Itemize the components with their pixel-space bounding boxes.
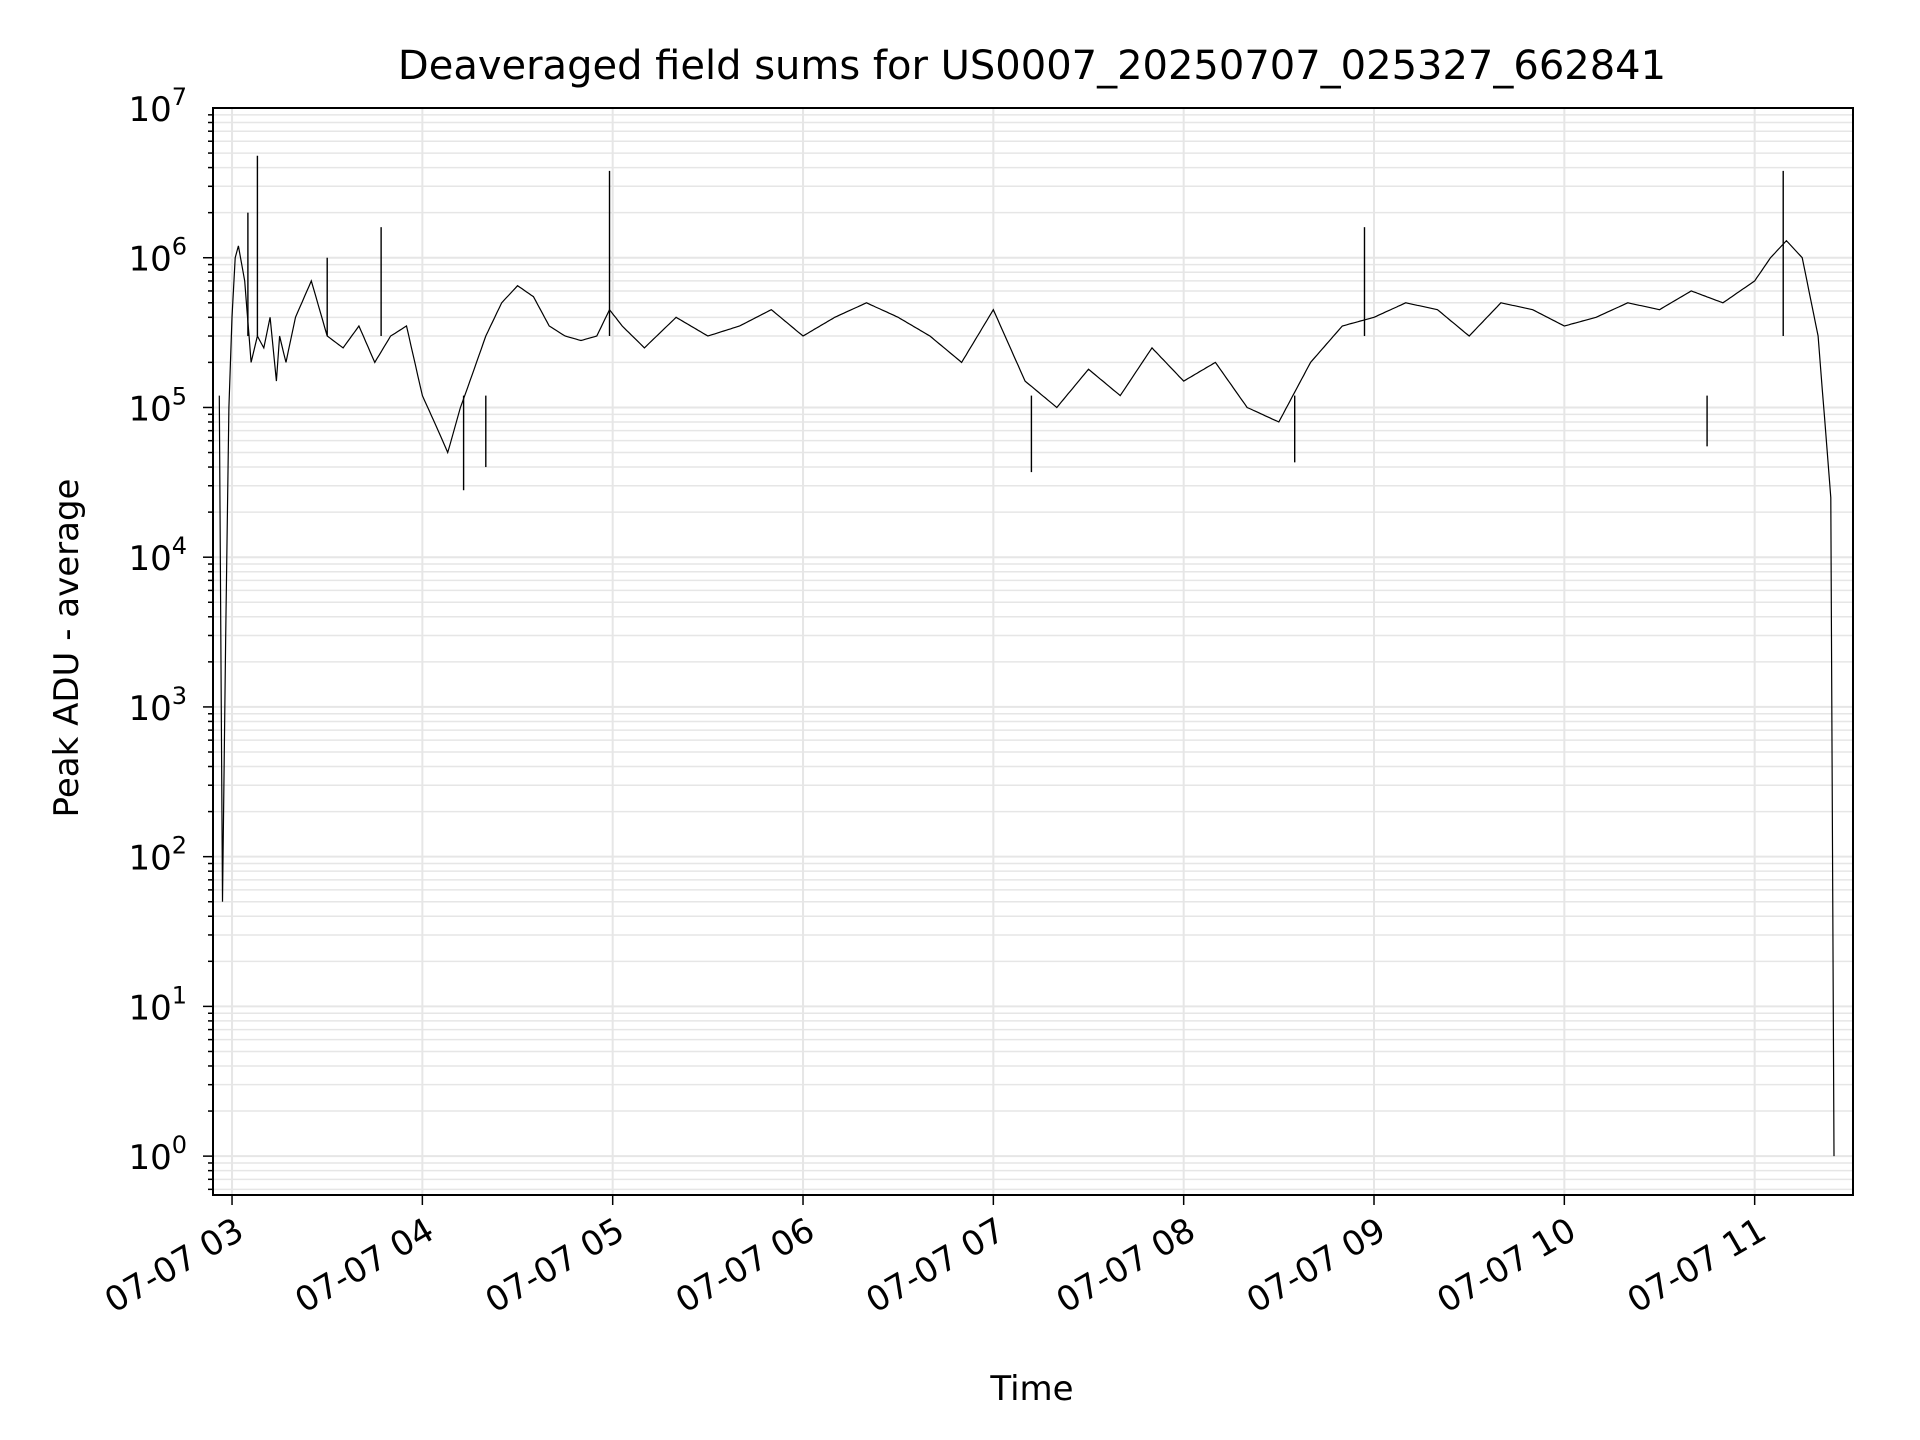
y-tick-exponent: 0 [172, 1131, 187, 1159]
series-layer [218, 155, 1835, 1157]
x-tick-label: 07-07 03 [98, 1210, 250, 1321]
y-tick-base: 10 [128, 1138, 171, 1178]
y-tick-label: 105 [128, 382, 187, 429]
y-tick-exponent: 4 [172, 532, 187, 560]
chart-title: Deaveraged field sums for US0007_2025070… [398, 43, 1666, 89]
y-tick-exponent: 2 [172, 832, 187, 860]
y-tick-label: 103 [128, 682, 187, 729]
y-tick-exponent: 1 [172, 981, 187, 1009]
y-tick-base: 10 [128, 539, 171, 579]
y-tick-label: 106 [128, 233, 187, 280]
y-tick-base: 10 [128, 839, 171, 879]
y-axis-label: Peak ADU - average [47, 479, 87, 818]
x-tick-label: 07-07 05 [479, 1210, 631, 1321]
x-axis-label: Time [989, 1369, 1073, 1409]
y-tick-label: 107 [128, 83, 187, 130]
y-tick-label: 101 [128, 981, 187, 1028]
x-tick-label: 07-07 11 [1621, 1210, 1773, 1321]
y-tick-label: 102 [128, 832, 187, 879]
y-tick-base: 10 [128, 389, 171, 429]
x-tick-label: 07-07 06 [669, 1210, 821, 1321]
grid-layer [213, 108, 1853, 1195]
x-tick-label: 07-07 10 [1430, 1210, 1582, 1321]
y-tick-exponent: 3 [172, 682, 187, 710]
x-tick-label: 07-07 09 [1240, 1210, 1392, 1321]
plot-frame [212, 107, 1854, 1196]
y-tick-base: 10 [128, 240, 171, 280]
y-tick-exponent: 6 [172, 233, 187, 261]
series-line [218, 239, 1835, 1157]
y-tick-base: 10 [128, 90, 171, 130]
y-tick-exponent: 7 [172, 83, 187, 111]
y-tick-label: 100 [128, 1131, 187, 1178]
x-tick-label: 07-07 08 [1050, 1210, 1202, 1321]
y-tick-exponent: 5 [172, 382, 187, 410]
y-tick-base: 10 [128, 988, 171, 1028]
x-tick-label: 07-07 07 [859, 1210, 1011, 1321]
x-tick-label: 07-07 04 [288, 1210, 440, 1321]
y-tick-label: 104 [128, 532, 187, 579]
y-tick-base: 10 [128, 689, 171, 729]
